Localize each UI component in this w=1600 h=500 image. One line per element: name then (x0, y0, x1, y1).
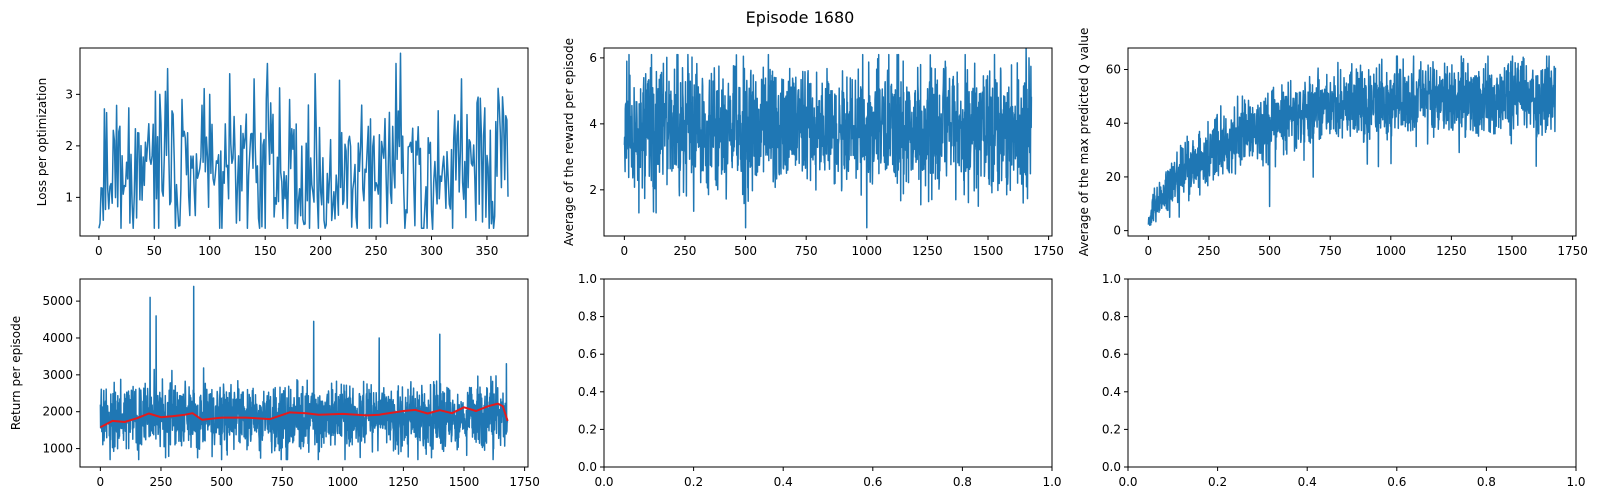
x-tick-label-reward: 750 (795, 244, 818, 258)
series-line-reward-0 (623, 48, 1033, 229)
y-tick-label-loss: 2 (65, 139, 73, 153)
y-tick-label-qvalue: 20 (1106, 170, 1121, 184)
y-tick-label-reward: 4 (589, 117, 597, 131)
x-tick-label-loss: 50 (147, 244, 162, 258)
x-tick-label-loss: 200 (309, 244, 332, 258)
x-tick-label-qvalue: 1500 (1497, 244, 1528, 258)
x-tick-label-reward: 1750 (1033, 244, 1064, 258)
x-tick-label-reward: 1500 (973, 244, 1004, 258)
chart-loss: 0 50 100 150 200 250 300 350 1 2 3 Loss per optimiz… (35, 47, 529, 258)
y-tick-label-loss: 3 (65, 87, 73, 101)
y-tick-label-empty1: 0.0 (578, 460, 597, 474)
y-axis-label-return: Return per episode (9, 316, 23, 430)
y-tick-label-qvalue: 60 (1106, 62, 1121, 76)
x-tick-label-loss: 350 (476, 244, 499, 258)
x-tick-label-empty2: 0.6 (1387, 475, 1406, 489)
x-tick-label-empty2: 0.4 (1298, 475, 1317, 489)
x-tick-label-empty2: 0.8 (1477, 475, 1496, 489)
series-line-return-1 (99, 402, 509, 429)
x-tick-label-reward: 0 (621, 244, 629, 258)
y-tick-label-reward: 6 (589, 51, 597, 65)
x-tick-label-qvalue: 250 (1198, 244, 1221, 258)
y-tick-label-return: 3000 (42, 368, 73, 382)
x-tick-label-loss: 300 (420, 244, 443, 258)
x-tick-label-empty1: 0.8 (953, 475, 972, 489)
axes-frame-loss (79, 47, 529, 237)
x-tick-label-empty2: 0.0 (1118, 475, 1137, 489)
x-tick-label-return: 500 (210, 475, 233, 489)
x-tick-label-reward: 1250 (912, 244, 943, 258)
axes-frame-qvalue (1127, 47, 1577, 237)
y-tick-label-empty1: 0.2 (578, 422, 597, 436)
axes-frame-return (79, 278, 529, 468)
x-tick-label-loss: 150 (254, 244, 277, 258)
chart-reward: 0 250 500 750 1000 1250 1500 1750 2 4 6 Average of … (562, 38, 1064, 258)
x-tick-label-loss: 100 (198, 244, 221, 258)
y-tick-label-return: 2000 (42, 405, 73, 419)
y-tick-label-empty2: 1.0 (1102, 272, 1121, 286)
y-tick-label-return: 5000 (42, 294, 73, 308)
y-tick-label-return: 4000 (42, 331, 73, 345)
x-tick-label-return: 1500 (449, 475, 480, 489)
x-tick-label-reward: 500 (734, 244, 757, 258)
x-tick-label-empty2: 0.2 (1208, 475, 1227, 489)
series-line-loss-0 (98, 52, 509, 231)
y-axis-label-loss: Loss per optimization (35, 78, 49, 207)
y-tick-label-reward: 2 (589, 183, 597, 197)
x-tick-label-empty1: 1.0 (1042, 475, 1061, 489)
x-tick-label-qvalue: 1250 (1436, 244, 1467, 258)
y-tick-label-return: 1000 (42, 442, 73, 456)
chart-empty2: 0.0 0.2 0.4 0.6 0.8 1.0 0.0 0.2 0.4 0.6 0.8 1.0 (1102, 272, 1586, 489)
x-tick-label-return: 1750 (509, 475, 540, 489)
x-tick-label-reward: 250 (674, 244, 697, 258)
x-tick-label-qvalue: 1000 (1376, 244, 1407, 258)
x-tick-label-loss: 250 (365, 244, 388, 258)
x-tick-label-return: 0 (97, 475, 105, 489)
x-tick-label-empty1: 0.4 (774, 475, 793, 489)
y-tick-label-empty2: 0.0 (1102, 460, 1121, 474)
y-tick-label-empty1: 0.8 (578, 310, 597, 324)
y-axis-label-reward: Average of the reward per episode (562, 38, 576, 246)
x-tick-label-loss: 0 (95, 244, 103, 258)
chart-empty1: 0.0 0.2 0.4 0.6 0.8 1.0 0.0 0.2 0.4 0.6 0.8 1.0 (578, 272, 1062, 489)
series-line-return-0 (99, 285, 509, 461)
y-tick-label-empty1: 1.0 (578, 272, 597, 286)
x-tick-label-return: 750 (271, 475, 294, 489)
y-tick-label-empty2: 0.8 (1102, 310, 1121, 324)
y-tick-label-loss: 1 (65, 190, 73, 204)
x-tick-label-empty1: 0.6 (863, 475, 882, 489)
x-tick-label-return: 1000 (328, 475, 359, 489)
y-tick-label-empty1: 0.4 (578, 385, 597, 399)
x-tick-label-empty1: 0.0 (594, 475, 613, 489)
x-tick-label-reward: 1000 (852, 244, 883, 258)
x-tick-label-qvalue: 750 (1319, 244, 1342, 258)
x-tick-label-qvalue: 1750 (1557, 244, 1588, 258)
chart-return: 0 250 500 750 1000 1250 1500 1750 1000 2000 3000 40… (9, 278, 540, 489)
chart-qvalue: 0 250 500 750 1000 1250 1500 1750 0 20 40 60 Average… (1077, 28, 1588, 258)
y-tick-label-empty2: 0.2 (1102, 422, 1121, 436)
x-tick-label-empty2: 1.0 (1566, 475, 1585, 489)
x-tick-label-qvalue: 500 (1258, 244, 1281, 258)
x-tick-label-empty1: 0.2 (684, 475, 703, 489)
y-axis-label-qvalue: Average of the max predicted Q value (1077, 28, 1091, 257)
y-tick-label-empty2: 0.4 (1102, 385, 1121, 399)
y-tick-label-qvalue: 0 (1113, 224, 1121, 238)
axes-frame-empty1 (603, 278, 1053, 468)
figure-title: Episode 1680 (746, 8, 855, 27)
x-tick-label-qvalue: 0 (1145, 244, 1153, 258)
axes-frame-reward (603, 47, 1053, 237)
x-tick-label-return: 1250 (388, 475, 419, 489)
axes-frame-empty2 (1127, 278, 1577, 468)
y-tick-label-empty1: 0.6 (578, 347, 597, 361)
x-tick-label-return: 250 (150, 475, 173, 489)
y-tick-label-empty2: 0.6 (1102, 347, 1121, 361)
series-line-qvalue-0 (1147, 55, 1557, 227)
y-tick-label-qvalue: 40 (1106, 116, 1121, 130)
